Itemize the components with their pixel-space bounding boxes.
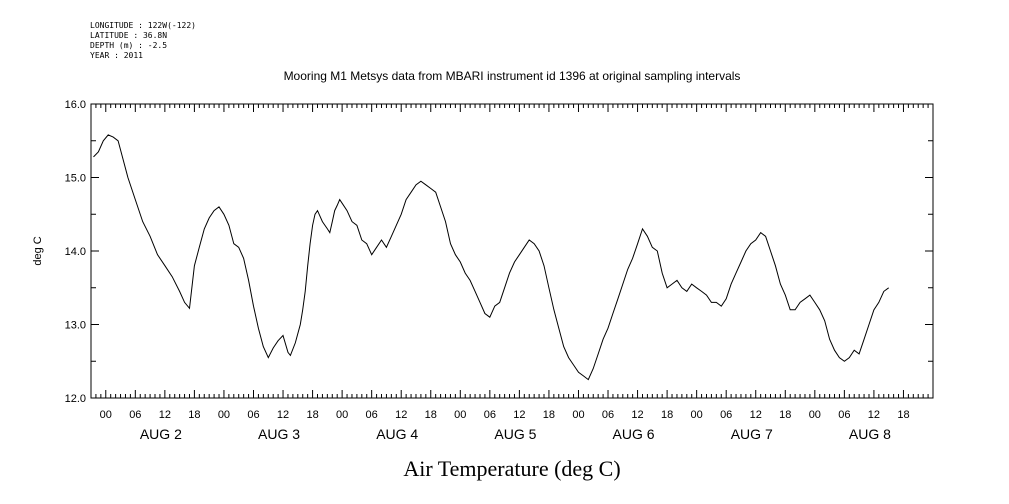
x-hour-label: 06 <box>247 409 259 421</box>
x-hour-label: 00 <box>691 409 703 421</box>
x-hour-label: 06 <box>129 409 141 421</box>
y-tick-label: 12.0 <box>65 393 86 405</box>
year-label: YEAR : 2011 <box>90 51 143 60</box>
x-hour-label: 06 <box>602 409 614 421</box>
x-hour-label: 12 <box>395 409 407 421</box>
x-day-label: AUG 3 <box>258 426 300 442</box>
x-hour-label: 00 <box>454 409 466 421</box>
x-hour-label: 12 <box>513 409 525 421</box>
x-hour-label: 18 <box>425 409 437 421</box>
x-day-label: AUG 2 <box>140 426 182 442</box>
x-hour-label: 18 <box>661 409 673 421</box>
x-hour-label: 18 <box>897 409 909 421</box>
metadata-block: LONGITUDE : 122W(-122) LATITUDE : 36.8N … <box>90 21 196 61</box>
x-hour-label: 06 <box>720 409 732 421</box>
x-hour-label: 06 <box>838 409 850 421</box>
y-tick-label: 15.0 <box>65 173 86 185</box>
x-hour-label: 00 <box>809 409 821 421</box>
x-hour-label: 06 <box>484 409 496 421</box>
x-hour-label: 06 <box>366 409 378 421</box>
y-tick-label: 13.0 <box>65 320 86 332</box>
x-day-label: AUG 6 <box>613 426 655 442</box>
x-day-label: AUG 8 <box>849 426 891 442</box>
x-day-label: AUG 7 <box>731 426 773 442</box>
x-hour-label: 18 <box>306 409 318 421</box>
y-axis-label: deg C <box>32 236 44 265</box>
x-axis: 00 06 12 18 00 06 12 18 00 06 12 18 00 06 12 18 00 06 12 18… <box>90 104 934 442</box>
x-hour-label: 00 <box>336 409 348 421</box>
x-axis-label: Air Temperature (deg C) <box>403 456 620 481</box>
depth-label: DEPTH (m) : -2.5 <box>90 41 168 50</box>
y-tick-label: 14.0 <box>65 246 86 258</box>
x-hour-label: 18 <box>543 409 555 421</box>
x-hour-label: 12 <box>277 409 289 421</box>
x-hour-label: 18 <box>188 409 200 421</box>
y-axis: 16.0 15.0 14.0 13.0 12.0 <box>65 99 933 405</box>
chart-title: Mooring M1 Metsys data from MBARI instru… <box>284 69 741 83</box>
x-hour-label: 18 <box>779 409 791 421</box>
latitude-label: LATITUDE : 36.8N <box>90 31 168 40</box>
x-day-label: AUG 5 <box>494 426 536 442</box>
x-hour-label: 12 <box>868 409 880 421</box>
series-line-air-temperature <box>93 134 889 381</box>
x-hour-label: 00 <box>100 409 112 421</box>
x-hour-label: 00 <box>218 409 230 421</box>
plot-frame <box>90 103 934 399</box>
y-tick-label: 16.0 <box>65 99 86 111</box>
longitude-label: LONGITUDE : 122W(-122) <box>90 21 196 30</box>
x-hour-label: 12 <box>750 409 762 421</box>
x-day-label: AUG 4 <box>376 426 418 442</box>
x-hour-label: 12 <box>631 409 643 421</box>
x-hour-label: 00 <box>572 409 584 421</box>
x-hour-label: 12 <box>159 409 171 421</box>
